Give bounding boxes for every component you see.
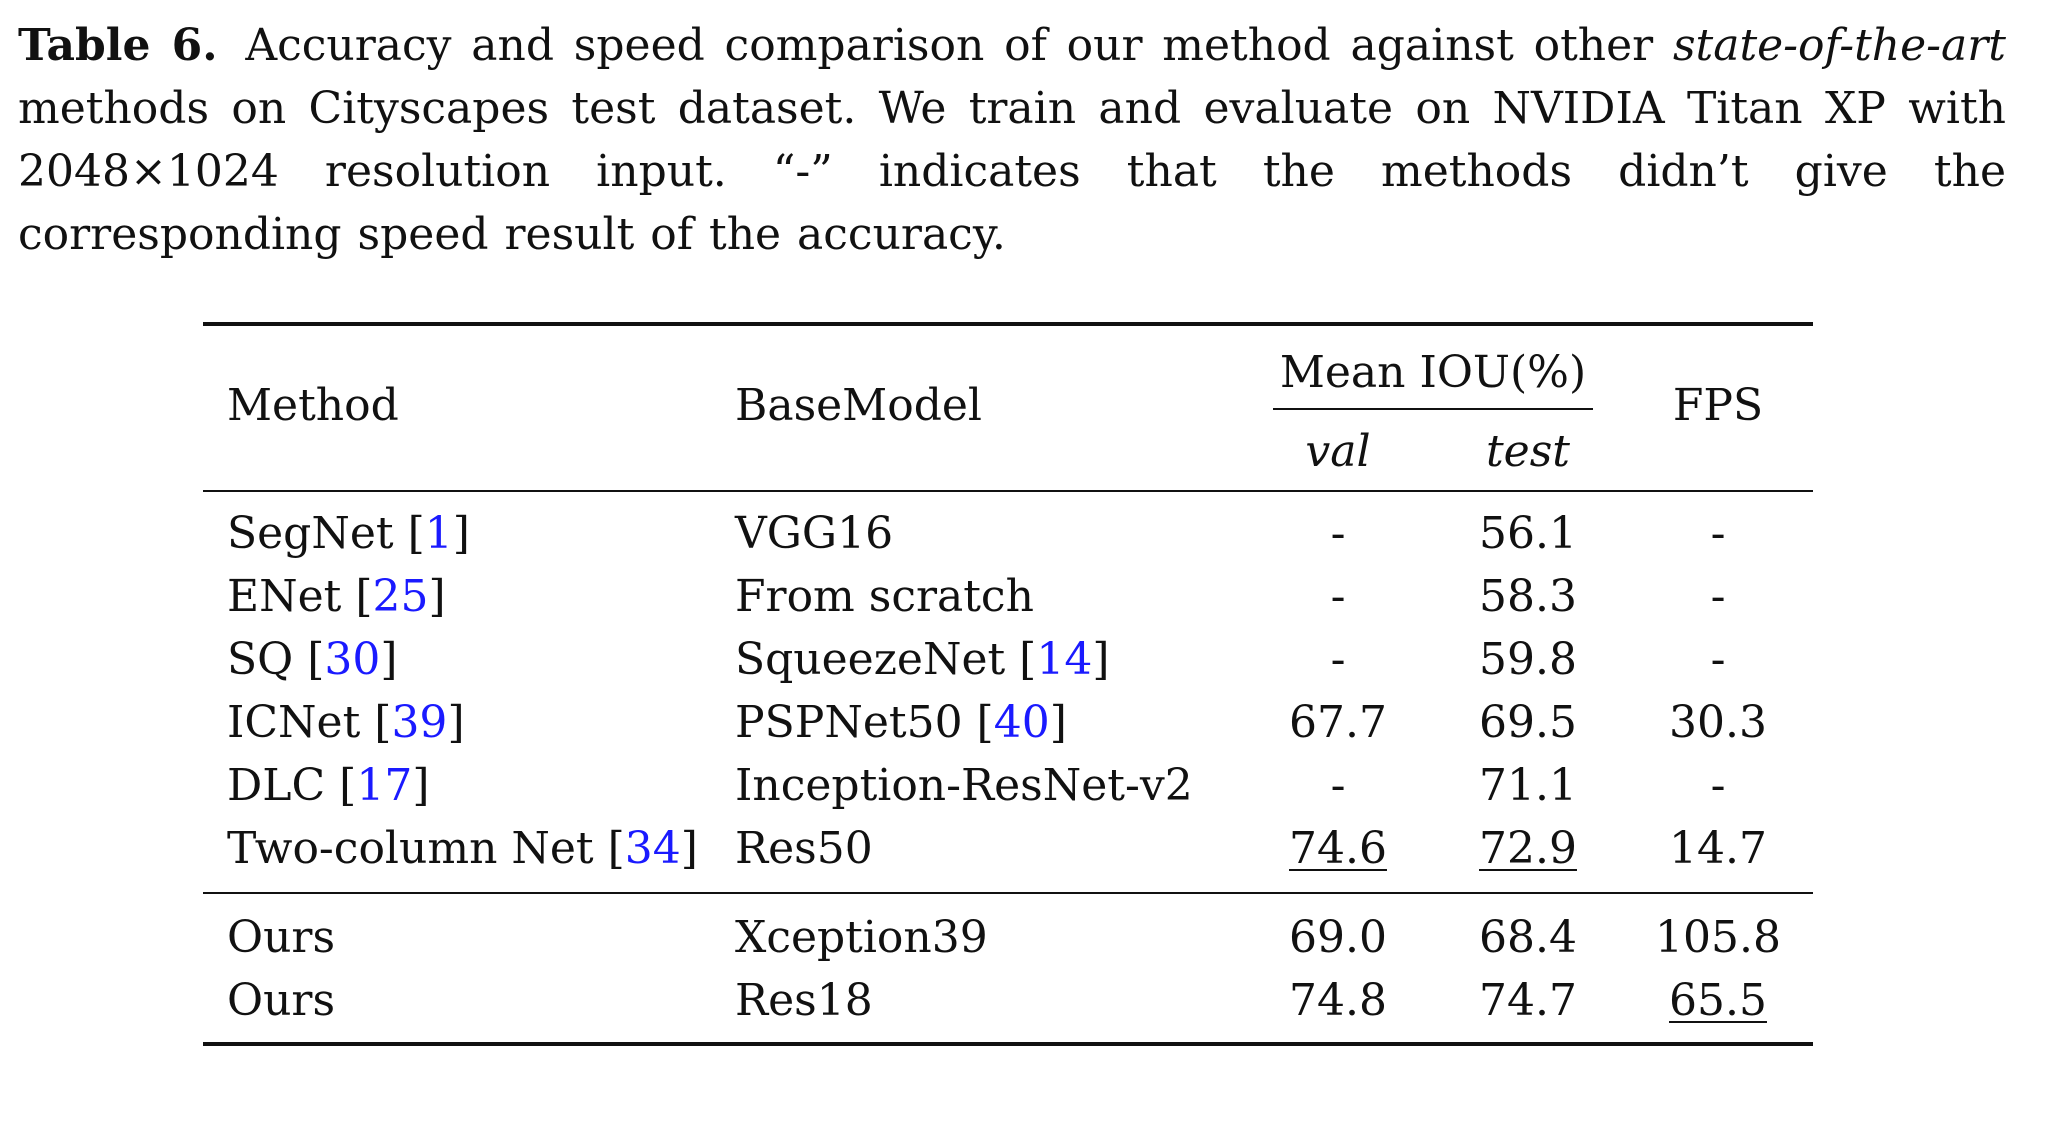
citation-link[interactable]: 39 [391, 697, 448, 748]
cell-basemodel: VGG16 [735, 508, 894, 559]
cell-method: ENet [25] [227, 571, 446, 622]
table-row: DLC [17] Inception-ResNet-v2 - 71.1 - [203, 754, 1813, 817]
cell-fps: - [1710, 508, 1726, 559]
cell-test: 56.1 [1479, 508, 1577, 559]
citation-link[interactable]: 34 [624, 823, 681, 874]
cell-method: Ours [227, 912, 336, 963]
results-table-container: Method BaseModel Mean IOU(%) FPS val tes… [203, 322, 1813, 1048]
cell-method: DLC [17] [227, 760, 430, 811]
table-caption: Table 6. Accuracy and speed comparison o… [18, 14, 2006, 266]
cell-test: 74.7 [1479, 975, 1577, 1026]
cell-method: ICNet [39] [227, 697, 465, 748]
cell-val: 74.6 [1289, 823, 1387, 874]
cell-fps: 105.8 [1655, 912, 1781, 963]
cell-fps: 30.3 [1669, 697, 1767, 748]
citation-link[interactable]: 14 [1036, 634, 1093, 685]
table-row: Two-column Net [34] Res50 74.6 72.9 14.7 [203, 817, 1813, 880]
cell-test: 72.9 [1479, 823, 1577, 874]
cell-val: 69.0 [1289, 912, 1387, 963]
header-method: Method [227, 379, 399, 431]
cell-method: SQ [30] [227, 634, 398, 685]
cell-fps: - [1710, 634, 1726, 685]
table-row: ENet [25] From scratch - 58.3 - [203, 565, 1813, 628]
cell-basemodel: PSPNet50 [40] [735, 697, 1067, 748]
citation-link[interactable]: 30 [324, 634, 381, 685]
results-table: Method BaseModel Mean IOU(%) FPS val tes… [203, 322, 1813, 1048]
citation-link[interactable]: 17 [356, 760, 413, 811]
cell-basemodel: Xception39 [735, 912, 988, 963]
cell-test: 69.5 [1479, 697, 1577, 748]
cell-test: 68.4 [1479, 912, 1577, 963]
cell-fps: 65.5 [1669, 975, 1767, 1026]
cell-test: 71.1 [1479, 760, 1577, 811]
caption-text-after: methods on Cityscapes test dataset. We t… [18, 83, 2006, 260]
cell-val: - [1330, 760, 1346, 811]
table-row: ICNet [39] PSPNet50 [40] 67.7 69.5 30.3 [203, 691, 1813, 754]
citation-link[interactable]: 40 [993, 697, 1050, 748]
cell-method: Ours [227, 975, 336, 1026]
cell-val: 74.8 [1289, 975, 1387, 1026]
caption-emphasis: state-of-the-art [1672, 20, 2006, 71]
cell-basemodel: SqueezeNet [14] [735, 634, 1110, 685]
table-row-ours: Ours Res18 74.8 74.7 65.5 [203, 969, 1813, 1032]
citation-link[interactable]: 25 [372, 571, 429, 622]
cell-val: - [1330, 571, 1346, 622]
cell-basemodel: Res50 [735, 823, 873, 874]
header-val: val [1305, 426, 1371, 477]
caption-text-before: Accuracy and speed comparison of our met… [245, 20, 1654, 71]
cell-val: - [1330, 634, 1346, 685]
cell-basemodel: Res18 [735, 975, 873, 1026]
table-row: SegNet [1] VGG16 - 56.1 - [203, 502, 1813, 565]
header-mean-iou-label: Mean IOU(%) [1273, 347, 1593, 410]
cell-val: 67.7 [1289, 697, 1387, 748]
header-basemodel: BaseModel [735, 379, 983, 431]
cell-test: 59.8 [1479, 634, 1577, 685]
header-test: test [1486, 426, 1570, 477]
table-row: SQ [30] SqueezeNet [14] - 59.8 - [203, 628, 1813, 691]
cell-test: 58.3 [1479, 571, 1577, 622]
cell-method: SegNet [1] [227, 508, 470, 559]
caption-label: Table 6. [18, 20, 218, 71]
header-fps: FPS [1672, 379, 1764, 431]
table-row-ours: Ours Xception39 69.0 68.4 105.8 [203, 906, 1813, 969]
cell-val: - [1330, 508, 1346, 559]
cell-basemodel: From scratch [735, 571, 1034, 622]
cell-fps: - [1710, 571, 1726, 622]
cell-fps: 14.7 [1669, 823, 1767, 874]
cell-method: Two-column Net [34] [227, 823, 698, 874]
citation-link[interactable]: 1 [424, 508, 453, 559]
cell-basemodel: Inception-ResNet-v2 [735, 760, 1193, 811]
header-mean-iou: Mean IOU(%) [1243, 326, 1623, 416]
cell-fps: - [1710, 760, 1726, 811]
